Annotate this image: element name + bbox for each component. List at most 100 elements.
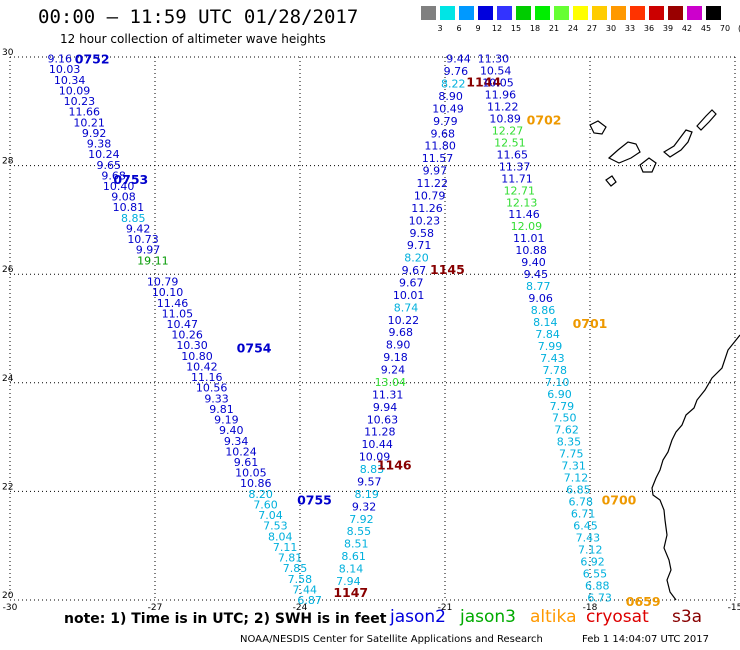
wave-height-value: 6.55 [583,567,608,580]
wave-height-value: 7.12 [564,472,589,485]
canary-island-3 [639,157,657,173]
wave-height-value: 11.01 [513,232,545,245]
scale-tick-label: 9 [475,24,481,33]
wave-height-value: 10.80 [181,350,213,363]
wave-height-value: 11.71 [501,172,533,185]
y-tick-label: 28 [2,157,14,167]
wave-height-value: 9.32 [352,500,377,513]
wave-height-value: 9.67 [399,277,424,290]
legend-jason2: jason2 [390,607,446,627]
wave-height-value: 9.68 [101,169,126,182]
wave-height-value: 10.24 [225,445,257,458]
x-tick-label: -18 [583,603,598,613]
africa-coast [651,334,740,601]
wave-height-value: 9.57 [357,475,382,488]
wave-height-value: 7.75 [559,448,584,461]
wave-height-value: 7.85 [283,562,308,575]
wave-height-value: 9.81 [209,403,234,416]
wave-height-value: 9.65 [97,159,122,172]
pass-time-label: 0701 [573,316,608,331]
wave-height-value: 6.88 [585,579,610,592]
wave-height-value: 10.23 [409,214,441,227]
pass-time-label: 0755 [297,493,332,508]
wave-height-value: 11.26 [411,202,443,215]
wave-height-value: 11.96 [485,89,517,102]
wave-height-value: 8.90 [438,90,463,103]
wave-height-value: 13.04 [375,376,407,389]
wave-height-value: 7.10 [545,376,570,389]
scale-swatch [592,6,607,20]
track-altika: 11.3010.5410.0511.9611.2210.8912.2712.51… [478,53,661,609]
scale-swatch [440,6,455,20]
canary-island-1 [589,120,607,135]
wave-height-value: 11.31 [372,388,404,401]
wave-height-value: 11.30 [478,53,510,66]
scale-tick-label: 18 [529,24,541,33]
pass-time-label: 0754 [237,341,272,356]
wave-height-value: 8.61 [341,550,366,563]
wave-height-value: 10.89 [489,112,521,125]
altimeter-tracks: 9.1610.0310.3410.0910.2311.6610.219.929.… [48,52,661,609]
y-tick-label: 30 [2,48,14,58]
wave-height-value: 6.87 [297,594,322,607]
scale-swatch [630,6,645,20]
wave-height-value: 11.46 [157,297,189,310]
footer-note: note: 1) Time is in UTC; 2) SWH is in fe… [64,611,387,627]
wave-height-value: 10.22 [388,314,420,327]
wave-height-value: 9.61 [234,456,259,469]
wave-height-value: 9.68 [431,127,456,140]
wave-height-value: 8.04 [268,530,293,543]
wave-height-value: 10.86 [240,477,272,490]
wave-height-value: 7.62 [554,424,579,437]
y-tick-label: 22 [2,482,13,492]
wave-height-value: 7.44 [293,583,318,596]
scale-tick-label: 45 [700,24,712,33]
scale-tick-label: 33 [624,24,636,33]
pass-time-label: 0702 [527,112,562,127]
wave-height-value: 8.83 [360,463,385,476]
wave-height-value: 8.19 [354,488,379,501]
wave-height-value: 10.24 [88,148,120,161]
scale-tick-label: 12 [491,24,503,33]
wave-height-value: 11.66 [69,106,101,119]
wave-height-value: 8.85 [121,212,146,225]
wave-height-value: 10.40 [103,180,135,193]
wave-height-value: 6.71 [571,507,596,520]
pass-time-label: 1147 [333,585,368,600]
wave-height-value: 10.73 [127,233,159,246]
wave-height-value: 9.97 [136,244,161,257]
scale-tick-label: 6 [456,24,462,33]
wave-height-value: 6.90 [547,388,572,401]
wave-height-value: 10.09 [359,451,391,464]
wave-height-value: 9.44 [446,53,471,66]
wave-height-value: 10.05 [482,77,514,90]
wave-height-value: 12.09 [511,220,543,233]
wave-height-value: 7.53 [263,520,288,533]
scale-tick-label: 27 [586,24,598,33]
wave-height-value: 10.34 [54,74,86,87]
wave-height-value: 8.86 [531,304,556,317]
wave-height-value: 7.94 [336,575,361,588]
wave-height-value: 9.08 [111,191,136,204]
scale-swatch [535,6,550,20]
wave-height-value: 6.92 [580,555,605,568]
wave-height-value: 7.60 [253,498,278,511]
wave-height-value: 12.71 [504,184,536,197]
wave-height-value: 9.24 [381,364,406,377]
scale-tick-label: 39 [662,24,674,33]
page-title: 00:00 – 11:59 UTC 01/28/2017 [38,6,359,28]
wave-height-value: 6.78 [569,496,594,509]
scale-swatch [687,6,702,20]
wave-height-value: 9.34 [224,435,249,448]
legend-cryosat: cryosat [586,607,649,627]
pass-time-label: 0752 [75,52,110,67]
scale-tick-label: 36 [643,24,655,33]
wave-height-value: 8.90 [386,339,411,352]
wave-height-value: 11.57 [422,152,454,165]
wave-height-value: 10.47 [167,318,199,331]
wave-height-value: 8.14 [339,563,364,576]
wave-height-value: 10.01 [393,289,425,302]
track-jason2-b: 9.449.768.228.9010.499.799.6811.8011.579… [333,53,501,600]
scale-tick-label: 3 [437,24,443,33]
